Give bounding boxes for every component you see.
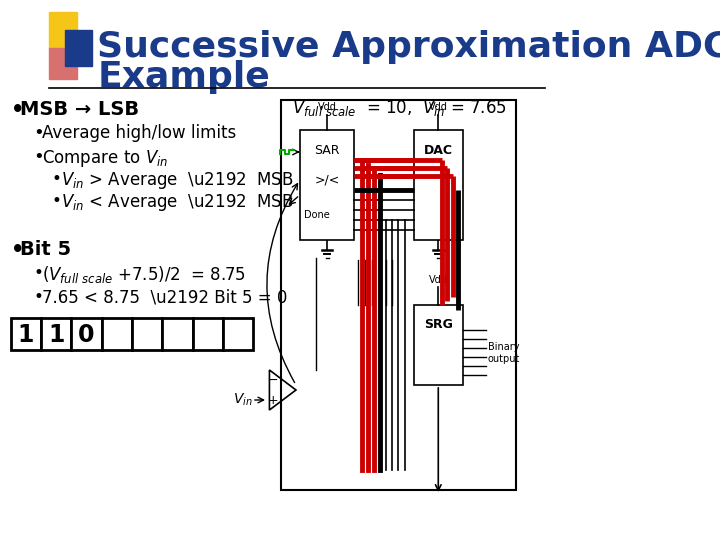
Text: •: • xyxy=(11,240,24,260)
Text: SAR: SAR xyxy=(315,144,340,157)
Text: MSB → LSB: MSB → LSB xyxy=(19,100,139,119)
Text: Vdd: Vdd xyxy=(429,102,448,112)
Bar xyxy=(50,48,76,79)
Bar xyxy=(102,318,132,350)
Bar xyxy=(413,305,463,385)
Bar xyxy=(223,318,253,350)
Text: −: − xyxy=(268,374,279,387)
Text: •: • xyxy=(52,192,61,210)
Text: •: • xyxy=(33,264,43,282)
Text: >/<: >/< xyxy=(315,173,340,186)
Text: •: • xyxy=(11,100,24,120)
Text: Successive Approximation ADC: Successive Approximation ADC xyxy=(97,30,720,64)
Bar xyxy=(132,318,163,350)
Text: 1: 1 xyxy=(17,323,34,347)
Text: $V_{in}$: $V_{in}$ xyxy=(233,392,253,408)
Text: 0: 0 xyxy=(78,323,95,347)
Text: •: • xyxy=(33,288,43,306)
Text: Example: Example xyxy=(97,60,270,94)
Text: Bit 5: Bit 5 xyxy=(19,240,71,259)
Text: Compare to $V_{in}$: Compare to $V_{in}$ xyxy=(42,148,168,169)
Bar xyxy=(413,130,463,240)
Text: •: • xyxy=(52,170,61,188)
Text: Average high/low limits: Average high/low limits xyxy=(42,124,236,142)
Bar xyxy=(193,318,223,350)
Bar xyxy=(11,318,41,350)
Text: $V_{in}$ < Average  \u2192  MSB = 0: $V_{in}$ < Average \u2192 MSB = 0 xyxy=(60,192,328,213)
Text: Vdd: Vdd xyxy=(429,275,448,285)
Text: $V_{in}$ > Average  \u2192  MSB = 1: $V_{in}$ > Average \u2192 MSB = 1 xyxy=(60,170,328,191)
Text: Done: Done xyxy=(304,210,329,220)
Text: SRG: SRG xyxy=(424,319,453,332)
Text: Vdd: Vdd xyxy=(318,102,336,112)
Text: •: • xyxy=(33,124,44,142)
Text: DAC: DAC xyxy=(424,144,453,157)
Bar xyxy=(163,318,193,350)
Bar xyxy=(65,30,92,66)
Text: 7.65 < 8.75  \u2192 Bit 5 = 0: 7.65 < 8.75 \u2192 Bit 5 = 0 xyxy=(42,288,287,306)
Text: 1: 1 xyxy=(48,323,64,347)
Bar xyxy=(71,318,102,350)
Bar xyxy=(50,12,76,48)
Text: Binary
output: Binary output xyxy=(488,342,521,364)
Text: +: + xyxy=(268,394,279,407)
Bar xyxy=(41,318,71,350)
Text: •: • xyxy=(33,148,44,166)
Bar xyxy=(300,130,354,240)
Bar xyxy=(281,100,516,490)
Text: ($V_{full\ scale}$ +7.5)/2  = 8.75: ($V_{full\ scale}$ +7.5)/2 = 8.75 xyxy=(42,264,246,285)
Text: $V_{full\ scale}$  = 10,  $V_{in}$ = 7.65: $V_{full\ scale}$ = 10, $V_{in}$ = 7.65 xyxy=(292,98,507,118)
